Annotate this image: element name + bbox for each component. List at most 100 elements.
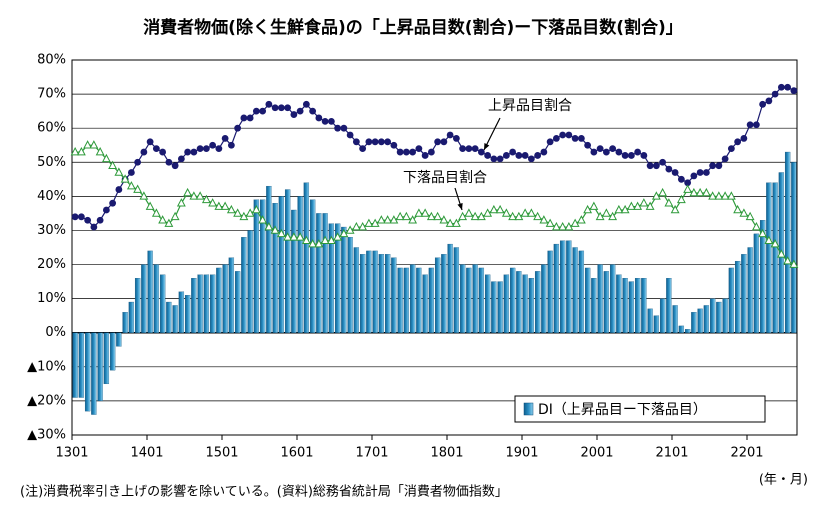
bar [141, 264, 147, 333]
bar [666, 278, 672, 333]
bar [91, 332, 97, 415]
marker [733, 204, 743, 214]
marker [620, 204, 630, 214]
bar [691, 312, 697, 333]
marker [608, 211, 618, 221]
x-tick-label: 1901 [505, 446, 538, 461]
marker [476, 211, 486, 221]
marker [321, 117, 329, 125]
bar [209, 274, 216, 333]
marker [601, 208, 611, 217]
bar [547, 250, 553, 333]
x-tick-label: 1801 [430, 446, 463, 461]
marker [508, 211, 518, 221]
marker [339, 228, 349, 238]
bar [759, 220, 766, 333]
x-tick-label: 2201 [730, 446, 763, 461]
marker [490, 155, 498, 163]
marker [426, 211, 436, 221]
marker [777, 83, 785, 91]
marker [251, 204, 261, 214]
bar [491, 281, 497, 333]
bar [159, 274, 166, 333]
bar [528, 278, 535, 333]
marker [164, 218, 174, 227]
marker [139, 191, 149, 200]
marker [684, 179, 692, 187]
marker [414, 208, 424, 217]
y-tick-label: 30% [37, 223, 66, 238]
bar [84, 332, 91, 412]
marker [364, 218, 374, 227]
bar [397, 267, 403, 333]
marker [151, 208, 161, 217]
bar [197, 274, 203, 333]
bar [791, 162, 797, 333]
marker [783, 256, 793, 265]
marker [384, 138, 392, 146]
bar [628, 281, 635, 333]
marker [171, 162, 179, 170]
marker [184, 148, 192, 156]
marker [246, 114, 254, 122]
marker [621, 152, 629, 159]
marker [101, 153, 111, 163]
marker [371, 138, 379, 146]
marker [583, 204, 593, 214]
marker [76, 146, 86, 156]
bar [659, 298, 666, 333]
marker [596, 145, 604, 153]
marker [434, 138, 442, 146]
bar [428, 267, 435, 333]
marker [208, 198, 218, 207]
marker [196, 145, 204, 153]
bar [434, 257, 441, 333]
bar [453, 247, 460, 333]
marker [470, 211, 480, 221]
marker [284, 104, 292, 112]
marker [396, 148, 404, 156]
bar [403, 267, 410, 333]
marker [89, 140, 99, 149]
marker [752, 121, 760, 129]
marker [395, 211, 405, 221]
marker [658, 187, 668, 197]
marker [259, 107, 267, 115]
marker [484, 152, 492, 159]
marker [683, 184, 693, 193]
bar [266, 185, 272, 333]
marker [170, 211, 180, 221]
bar [709, 298, 716, 333]
y-tick-label: 80% [37, 53, 66, 68]
bar [591, 278, 597, 333]
bar [272, 203, 278, 333]
marker [345, 225, 355, 234]
marker [420, 208, 430, 217]
marker [309, 107, 317, 115]
marker [152, 145, 160, 153]
marker [376, 215, 386, 224]
marker [209, 141, 217, 149]
marker [102, 206, 110, 214]
marker [415, 145, 423, 153]
marker [545, 218, 555, 227]
marker [233, 208, 243, 217]
bar [566, 240, 572, 333]
bar [72, 332, 78, 398]
bar [722, 298, 728, 333]
marker [96, 216, 104, 224]
marker [471, 145, 479, 153]
x-tick-label: 1301 [55, 446, 88, 461]
bar [128, 301, 135, 333]
y-tick-label: 70% [37, 87, 66, 102]
marker [146, 138, 154, 146]
marker [670, 204, 680, 214]
bar [747, 247, 753, 333]
marker [695, 187, 705, 197]
marker [234, 124, 242, 132]
marker [115, 186, 123, 193]
bar [303, 182, 310, 333]
bar [378, 254, 385, 333]
bar [466, 267, 472, 333]
y-tick-label: ▲30% [27, 428, 66, 443]
